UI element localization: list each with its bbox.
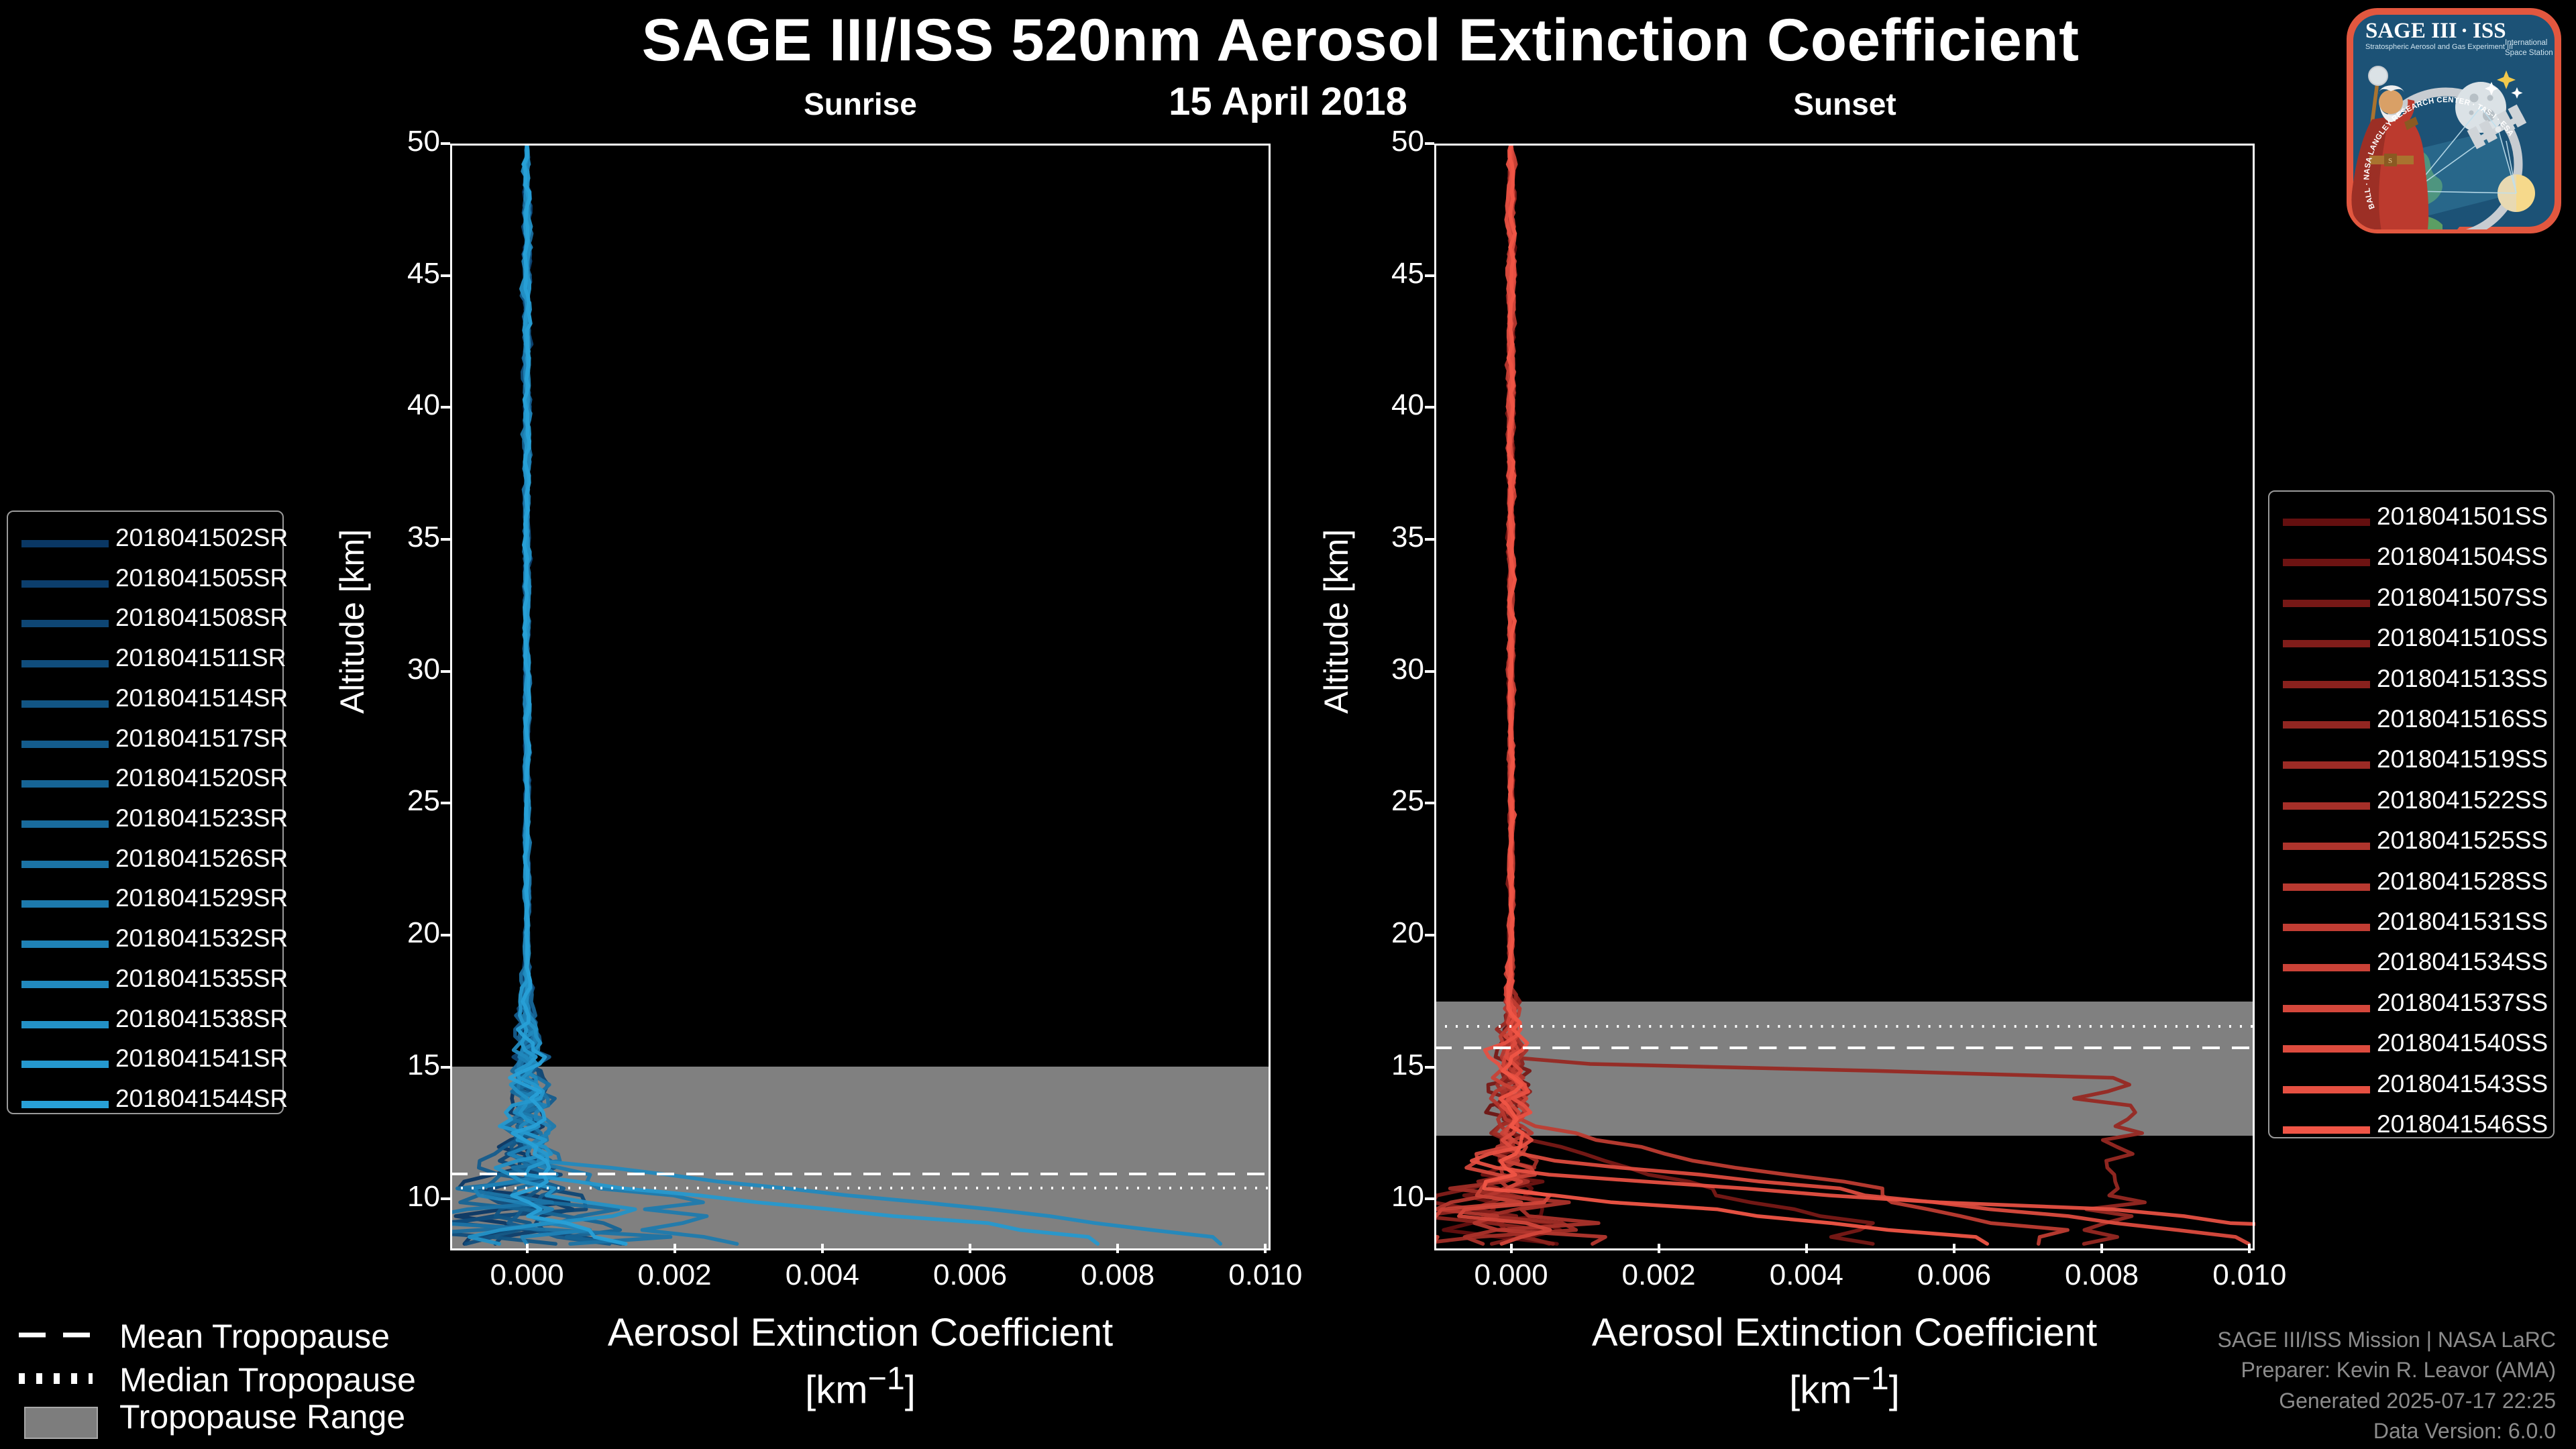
svg-text:ISS: ISS	[2473, 19, 2506, 43]
svg-text:International: International	[2505, 39, 2547, 47]
svg-text:SAGE III: SAGE III	[2365, 19, 2457, 43]
svg-text:·: ·	[2461, 19, 2468, 43]
svg-text:S: S	[2388, 157, 2392, 165]
svg-text:Space Station: Space Station	[2505, 49, 2553, 57]
svg-text:Stratospheric Aerosol and Gas: Stratospheric Aerosol and Gas Experiment…	[2365, 43, 2513, 51]
